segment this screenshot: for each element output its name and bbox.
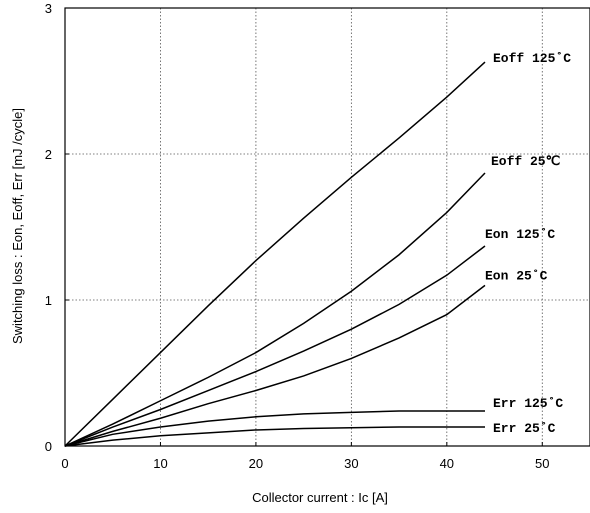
series-line-5: [64, 426, 485, 447]
series-label-5: Err 25˚C: [493, 421, 556, 436]
series-label-3: Eon 25˚C: [485, 268, 548, 283]
series-label-1: Eoff 25℃: [491, 154, 560, 169]
x-tick-label: 30: [344, 456, 358, 471]
series-line-1: [64, 172, 486, 447]
grid-lines: [65, 8, 590, 446]
x-tick-label: 20: [249, 456, 263, 471]
series-label-0: Eoff 125˚C: [493, 51, 571, 66]
y-tick-label: 2: [45, 147, 52, 162]
x-tick-label: 10: [153, 456, 167, 471]
series-lines: [64, 61, 486, 447]
plot-frame: [64, 7, 590, 447]
series-line-3: [64, 284, 486, 447]
series-labels: Eoff 125˚C Eoff 25℃ Eon 125˚C Eon 25˚C Err 1…: [485, 51, 571, 436]
series-line-2: [64, 245, 486, 447]
x-axis-title: Collector current : Ic [A]: [252, 490, 388, 505]
x-tick-label: 0: [61, 456, 68, 471]
series-line-0: [64, 61, 486, 447]
series-label-2: Eon 125˚C: [485, 227, 555, 242]
x-tick-label: 40: [440, 456, 454, 471]
series-label-4: Err 125˚C: [493, 396, 563, 411]
y-tick-label: 3: [45, 1, 52, 16]
series-line-4: [64, 410, 485, 447]
y-axis-title: Switching loss : Eon, Eoff, Err [mJ /cyc…: [10, 108, 25, 344]
tick-labels: 0 10 20 30 40 50 0 1 2 3: [45, 1, 550, 471]
x-tick-label: 50: [535, 456, 549, 471]
y-tick-label: 1: [45, 293, 52, 308]
y-tick-label: 0: [45, 439, 52, 454]
